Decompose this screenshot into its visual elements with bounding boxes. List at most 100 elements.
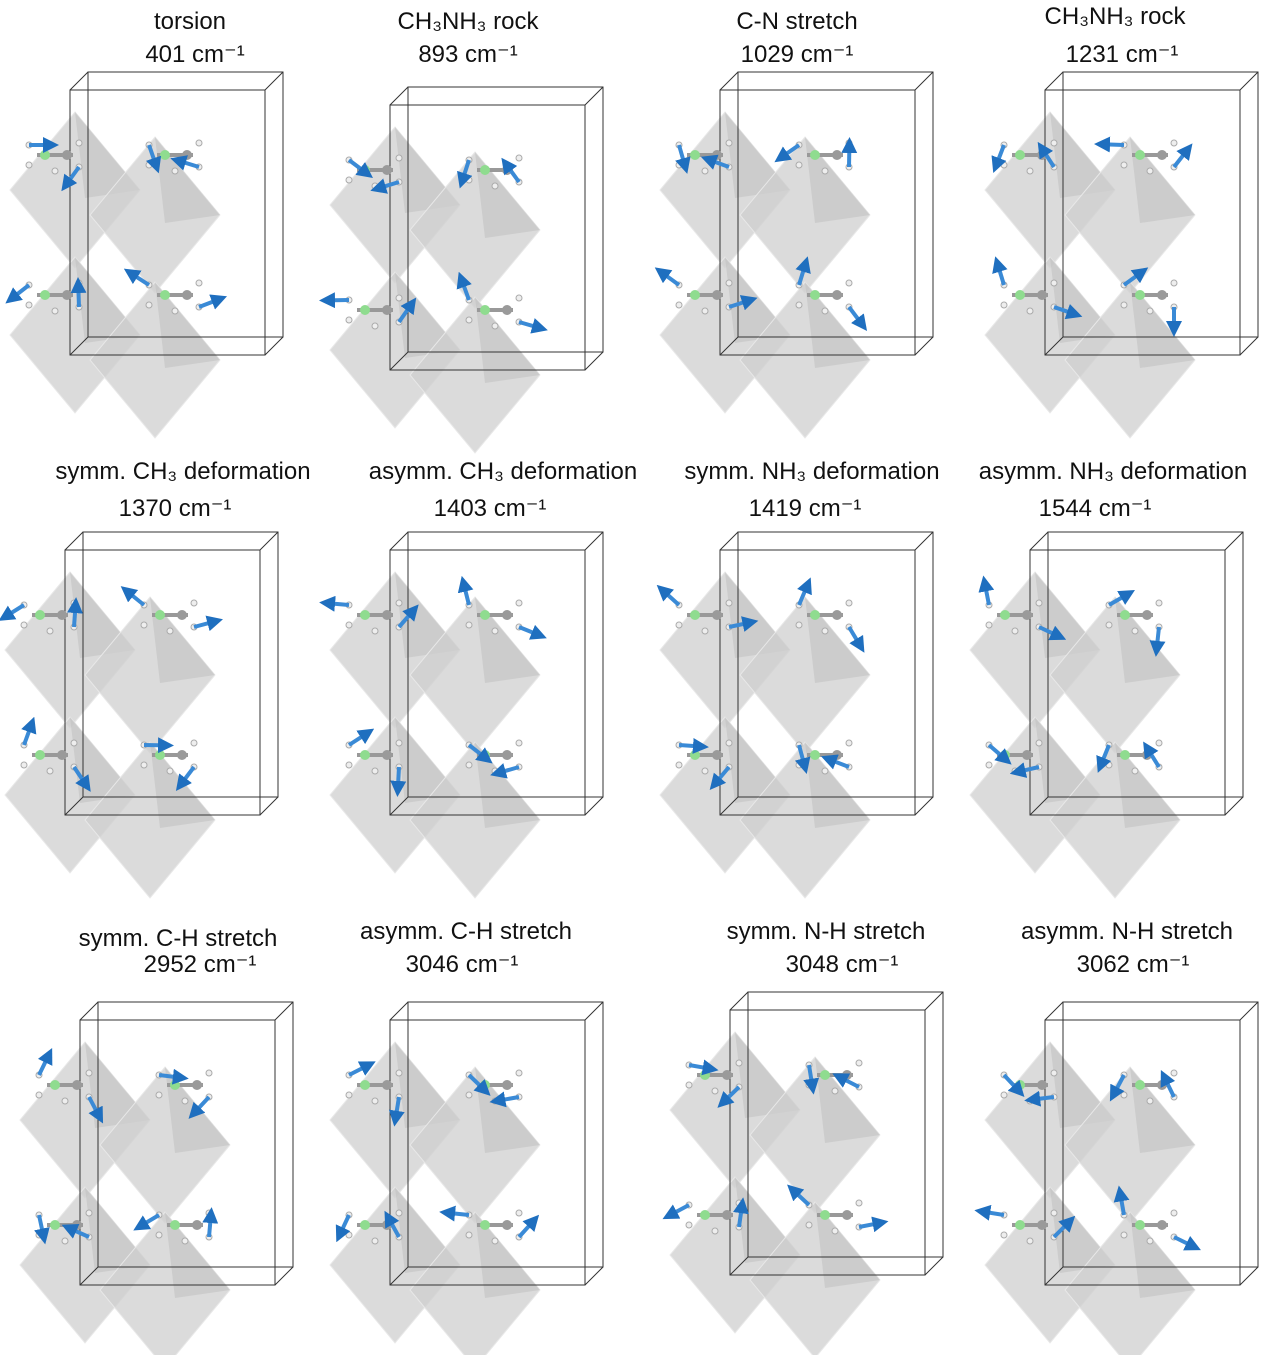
carbon	[502, 1220, 512, 1230]
hydrogen	[51, 307, 59, 315]
hydrogen	[831, 1227, 839, 1235]
displacement-arrow	[1143, 741, 1161, 769]
displacement-arrow	[992, 256, 1008, 286]
hydrogen	[1000, 1091, 1008, 1099]
displacement-arrow	[388, 1096, 405, 1127]
hydrogen	[145, 161, 153, 169]
frequency: 1403 cm⁻¹	[434, 494, 547, 523]
displacement-arrow	[858, 1216, 889, 1233]
octahedron-face	[805, 137, 870, 223]
carbon	[832, 750, 842, 760]
hydrogen	[1146, 1097, 1154, 1105]
hydrogen	[465, 1091, 473, 1099]
nitrogen	[1015, 1220, 1025, 1230]
displacement-arrow	[198, 294, 228, 310]
frequency-value: 3062	[1076, 951, 1131, 978]
cell-edge	[79, 1001, 99, 1021]
frequency-unit: cm⁻¹	[192, 41, 245, 68]
displacement-arrow	[675, 144, 691, 174]
frequency: 401 cm⁻¹	[145, 40, 244, 69]
hydrogen	[35, 1091, 43, 1099]
displacement-arrow	[501, 157, 521, 184]
hydrogen	[515, 1069, 523, 1077]
hydrogen	[795, 161, 803, 169]
mode-name: symm. C-H stretch	[78, 925, 278, 952]
mode-title: CH₃NH₃ rock	[398, 8, 539, 36]
hydrogen	[725, 739, 733, 747]
cell-edge	[389, 1001, 409, 1021]
cell-edge	[389, 86, 409, 106]
hydrogen	[845, 599, 853, 607]
cell-edge	[1044, 1001, 1064, 1021]
carbon	[382, 165, 392, 175]
mode-title: CH₃NH₃ rock	[1045, 3, 1186, 31]
cell-front	[1044, 89, 1241, 356]
carbon	[1022, 750, 1032, 760]
mode-title: C-N stretch	[736, 8, 857, 36]
hydrogen	[701, 167, 709, 175]
cell-back	[407, 1001, 604, 1268]
cell-front	[719, 549, 916, 816]
carbon	[382, 305, 392, 315]
frequency-value: 3048	[785, 951, 840, 978]
displacement-arrow	[656, 584, 681, 607]
hydrogen	[395, 739, 403, 747]
displacement-arrow	[490, 763, 520, 779]
hydrogen	[70, 739, 78, 747]
cell-edge	[69, 71, 89, 91]
hydrogen	[805, 1221, 813, 1229]
hydrogen	[1000, 301, 1008, 309]
nitrogen	[1135, 290, 1145, 300]
cell-edge	[719, 531, 739, 551]
displacement-arrow	[188, 1095, 211, 1119]
displacement-arrow	[72, 765, 91, 792]
nitrogen	[360, 1220, 370, 1230]
hydrogen	[140, 621, 148, 629]
displacement-arrow	[170, 155, 200, 171]
frequency: 3048 cm⁻¹	[786, 950, 899, 979]
mode-name: symm. CH₃ deformation	[55, 458, 311, 485]
displacement-arrow	[1009, 762, 1040, 778]
displacement-arrow	[709, 765, 731, 790]
frequency-value: 893	[418, 41, 459, 68]
hydrogen	[46, 627, 54, 635]
cell-edge	[274, 1266, 294, 1286]
hydrogen	[701, 627, 709, 635]
nitrogen	[820, 1070, 830, 1080]
hydrogen	[395, 1069, 403, 1077]
displacement-arrow	[397, 297, 417, 324]
octahedron-face	[475, 1212, 540, 1298]
hydrogen	[465, 316, 473, 324]
displacement-arrow	[728, 616, 759, 632]
carbon	[192, 1080, 202, 1090]
displacement-arrow	[61, 1223, 90, 1239]
mode-title: asymm. C-H stretch	[360, 918, 572, 946]
hydrogen	[491, 182, 499, 190]
displacement-arrow	[1109, 1074, 1126, 1102]
octahedron-face	[155, 282, 220, 368]
cell-edge	[584, 796, 604, 816]
frequency-unit: cm⁻¹	[493, 495, 547, 522]
mode-title: asymm. N-H stretch	[1021, 918, 1233, 946]
nitrogen	[160, 150, 170, 160]
nitrogen	[1000, 610, 1010, 620]
cell-edge	[274, 1001, 294, 1021]
carbon	[382, 610, 392, 620]
displacement-arrow	[1037, 141, 1056, 169]
frequency-unit: cm⁻¹	[1136, 951, 1190, 978]
octahedron-face	[805, 597, 870, 683]
nitrogen	[810, 610, 820, 620]
nitrogen	[810, 750, 820, 760]
hydrogen	[46, 767, 54, 775]
displacement-arrow	[774, 143, 801, 163]
mode-name: CH₃NH₃ rock	[397, 8, 539, 35]
hydrogen	[51, 167, 59, 175]
nitrogen	[1015, 150, 1025, 160]
nitrogen	[360, 305, 370, 315]
hydrogen	[515, 1209, 523, 1217]
cell-edge	[914, 71, 934, 91]
frequency-unit: cm⁻¹	[1098, 495, 1152, 522]
nitrogen	[360, 610, 370, 620]
mode-name: asymm. CH₃ deformation	[368, 458, 638, 485]
octahedron-face	[1130, 282, 1195, 368]
